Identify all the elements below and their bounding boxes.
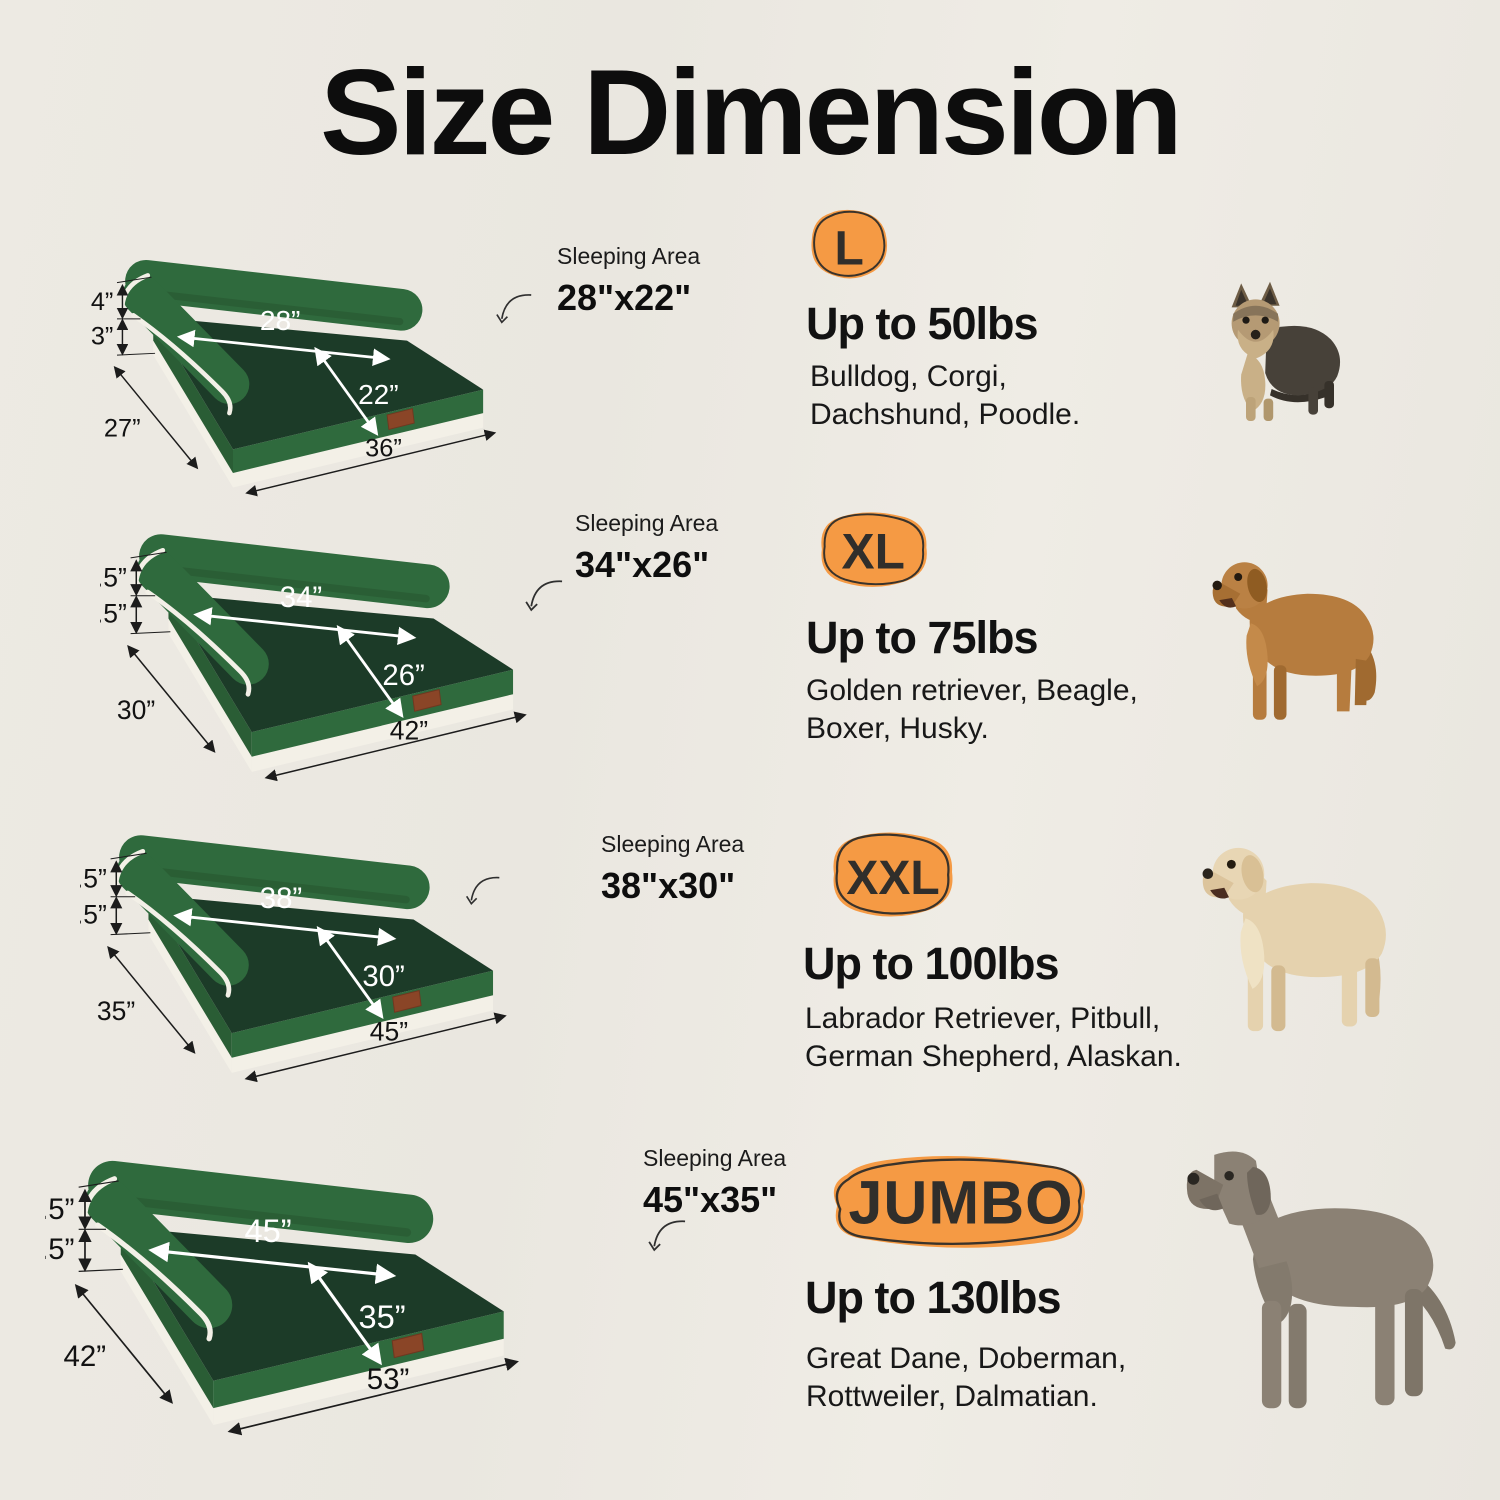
dim-top-label: 28” (260, 305, 301, 336)
breed-line: Great Dane, Doberman, (806, 1342, 1127, 1375)
size-badge-xxl: XXL (818, 826, 970, 926)
dim-height-upper-label: 4.5” (80, 863, 107, 893)
size-badge-l: L (800, 206, 900, 286)
bed-diagram-l: 28” 22” 4” 3” 27” 36” (91, 230, 523, 502)
dim-side-label: 35” (97, 996, 135, 1026)
size-badge-label: L (834, 223, 863, 276)
dim-height-lower-label: 3.5” (80, 899, 107, 929)
dim-front-label: 42” (390, 716, 428, 746)
sleeping-area-jumbo: Sleeping Area 45"x35" (643, 1145, 786, 1221)
size-badge-jumbo: JUMBO (810, 1143, 1112, 1261)
dim-height-upper-label: 4.5” (100, 562, 127, 592)
sleeping-area-label: Sleeping Area (557, 243, 701, 269)
breed-line: Bulldog, Corgi, (810, 360, 1007, 393)
dim-top-label: 34” (280, 581, 322, 614)
dim-height-upper-label: 4” (91, 288, 114, 316)
page-title: Size Dimension (320, 44, 1183, 180)
breed-line: German Shepherd, Alaskan. (805, 1040, 1182, 1073)
weight-capacity-l: Up to 50lbs (806, 298, 1039, 349)
curved-arrow-icon (520, 574, 566, 618)
dog-photo-golden-retriever (1192, 528, 1402, 752)
sleeping-area-xl: Sleeping Area 34"x26" (575, 510, 718, 586)
dim-height-lower-label: 3.5” (45, 1233, 74, 1266)
dim-diagonal-label: 26” (382, 659, 424, 692)
sleeping-area-xxl: Sleeping Area 38"x30" (601, 831, 744, 907)
dim-side-label: 42” (63, 1340, 106, 1373)
breed-list-l: Bulldog, Corgi, Dachshund, Poodle. (810, 358, 1080, 434)
dim-front-label: 53” (367, 1363, 410, 1396)
dim-front-label: 36” (365, 435, 402, 463)
dim-diagonal-label: 22” (358, 379, 399, 410)
bed-diagram-xl: 34” 26” 4.5” 3.5” 30” 42” (100, 503, 555, 787)
dog-photo-labrador-retriever (1182, 812, 1417, 1067)
dim-diagonal-label: 35” (359, 1298, 406, 1335)
dim-height-lower-label: 3” (91, 322, 114, 350)
dim-height-lower-label: 3.5” (100, 598, 127, 628)
size-badge-label: XXL (846, 852, 939, 905)
dim-top-label: 45” (244, 1212, 291, 1249)
weight-capacity-jumbo: Up to 130lbs (805, 1272, 1062, 1323)
breed-list-jumbo: Great Dane, Doberman, Rottweiler, Dalmat… (806, 1340, 1126, 1416)
sleeping-area-size: 45"x35" (643, 1179, 778, 1220)
breed-line: Dachshund, Poodle. (810, 398, 1081, 431)
size-badge-label: XL (842, 524, 905, 580)
bed-diagram-jumbo: 45” 35” 4.5” 3.5” 42” 53” (45, 1126, 550, 1442)
sleeping-area-label: Sleeping Area (643, 1145, 787, 1171)
sleeping-area-label: Sleeping Area (575, 510, 719, 536)
breed-line: Golden retriever, Beagle, (806, 674, 1138, 707)
dim-side-label: 27” (104, 415, 141, 443)
breed-line: Boxer, Husky. (806, 712, 989, 745)
bed-diagram-xxl: 38” 30” 4.5” 3.5” 35” 45” (80, 804, 535, 1088)
curved-arrow-icon (492, 288, 534, 330)
dim-diagonal-label: 30” (362, 960, 404, 993)
dog-photo-yorkshire-terrier (1198, 272, 1358, 442)
weight-capacity-xxl: Up to 100lbs (803, 938, 1060, 989)
curved-arrow-icon (462, 866, 502, 916)
sleeping-area-l: Sleeping Area 28"x22" (557, 243, 700, 319)
dim-front-label: 45” (370, 1017, 408, 1047)
size-badge-xl: XL (813, 506, 937, 596)
breed-list-xxl: Labrador Retriever, Pitbull, German Shep… (805, 1000, 1182, 1076)
dim-side-label: 30” (117, 695, 155, 725)
sleeping-area-size: 38"x30" (601, 865, 736, 906)
breed-list-xl: Golden retriever, Beagle, Boxer, Husky. (806, 672, 1138, 748)
sleeping-area-label: Sleeping Area (601, 831, 745, 857)
sleeping-area-size: 34"x26" (575, 544, 710, 585)
weight-capacity-xl: Up to 75lbs (806, 612, 1039, 663)
dog-photo-great-dane (1172, 1140, 1477, 1438)
dim-top-label: 38” (260, 882, 302, 915)
size-badge-label: JUMBO (848, 1169, 1073, 1237)
curved-arrow-icon (644, 1208, 688, 1264)
sleeping-area-size: 28"x22" (557, 277, 692, 318)
dim-height-upper-label: 4.5” (45, 1193, 74, 1226)
breed-line: Rottweiler, Dalmatian. (806, 1380, 1098, 1413)
breed-line: Labrador Retriever, Pitbull, (805, 1002, 1161, 1035)
